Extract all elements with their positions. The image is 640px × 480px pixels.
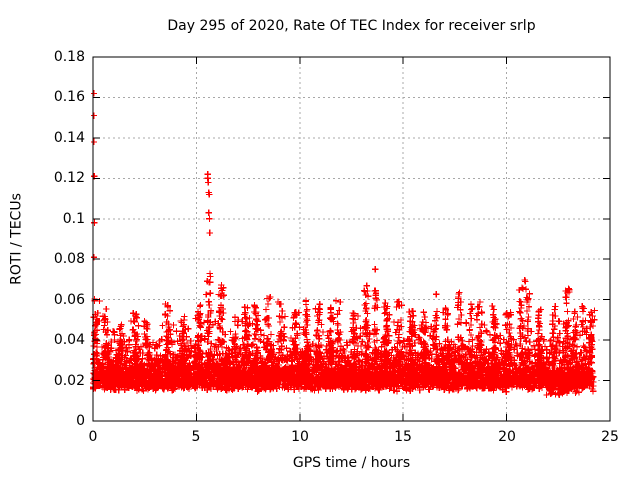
x-tick-label: 20 xyxy=(498,429,516,445)
y-tick-label: 0.04 xyxy=(53,332,85,348)
y-tick-label: 0.08 xyxy=(53,251,85,267)
plot-frame xyxy=(92,56,611,422)
scatter-points xyxy=(89,90,598,399)
x-tick-label: 5 xyxy=(191,429,201,445)
y-tick-label: 0.02 xyxy=(53,373,85,389)
y-tick-label: 0.16 xyxy=(53,89,85,105)
y-tick-label: 0.1 xyxy=(62,211,85,227)
x-tick-label: 0 xyxy=(88,429,98,445)
grid-lines xyxy=(93,57,610,421)
y-tick-label: 0.18 xyxy=(53,49,85,65)
x-tick-label: 15 xyxy=(394,429,412,445)
x-tick-label: 25 xyxy=(601,429,619,445)
y-axis-title: ROTI / TECUs xyxy=(8,193,25,285)
y-tick-label: 0.14 xyxy=(53,130,85,146)
x-axis-title: GPS time / hours xyxy=(292,455,411,471)
y-tick-label: 0 xyxy=(76,413,85,429)
tick-marks xyxy=(92,56,611,422)
y-tick-label: 0.06 xyxy=(53,292,85,308)
chart-title: Day 295 of 2020, Rate Of TEC Index for r… xyxy=(167,18,536,34)
x-tick-label: 10 xyxy=(291,429,309,445)
y-tick-label: 0.12 xyxy=(53,170,85,186)
